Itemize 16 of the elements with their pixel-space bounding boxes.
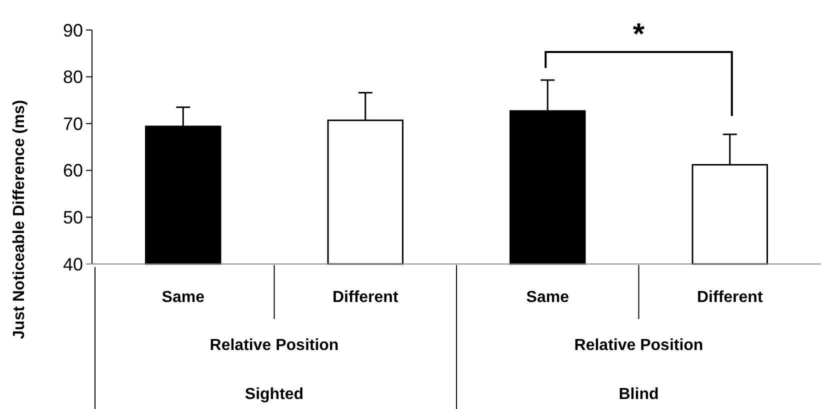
- y-tick-label: 70: [62, 114, 83, 134]
- y-tick-label: 60: [62, 160, 83, 181]
- text: Sighted: [244, 386, 304, 403]
- y-tick-label: 80: [62, 67, 83, 88]
- text: Blind: [618, 386, 659, 403]
- x-tick-label: Different: [332, 289, 399, 306]
- y-tick-label: 50: [62, 208, 83, 228]
- x-tick-label: Same: [162, 289, 205, 306]
- annotation: *: [632, 18, 645, 51]
- x-tick-label: Same: [526, 289, 570, 306]
- y-axis-title: Just Noticeable Difference (ms): [11, 100, 28, 340]
- text: Relative Position: [210, 337, 339, 354]
- x-tick-label: Different: [696, 289, 764, 306]
- y-tick-label: 40: [62, 254, 83, 274]
- text: Relative Position: [574, 337, 704, 354]
- y-tick-label: 90: [62, 20, 83, 40]
